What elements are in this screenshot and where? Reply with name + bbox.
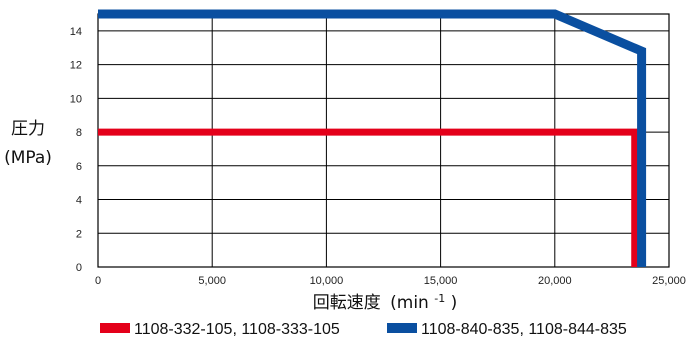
y-tick-labels: 0 2 4 6 8 10 12 14 [70,26,82,274]
x-tick-label: 5,000 [198,275,226,287]
x-axis-label-text: 回転速度 [313,293,381,313]
y-tick-label: 0 [76,262,82,274]
y-axis-label-line1: 圧力 [11,119,45,139]
x-axis-label-unit-prefix: (min [390,293,429,313]
grid [97,13,670,268]
x-tick-label: 25,000 [652,275,686,287]
x-tick-label: 15,000 [424,275,458,287]
x-tick-labels: 0 5,000 10,000 15,000 20,000 25,000 [95,275,686,287]
legend-label-series-0: 1108-332-105, 1108-333-105 [134,321,340,338]
series-line-0 [98,128,639,267]
y-tick-label: 14 [70,26,82,38]
x-tick-label: 10,000 [310,275,344,287]
legend-label-series-1: 1108-840-835, 1108-844-835 [421,321,627,338]
x-axis-label-unit-sup: -1 [434,292,445,305]
legend-swatch-series-1 [387,323,417,333]
plot-frame [97,13,670,268]
x-axis-label-unit-suffix: ) [451,293,458,313]
y-tick-label: 8 [76,127,82,139]
y-axis-label-line2: (MPa) [4,148,52,168]
y-tick-label: 12 [70,60,82,72]
y-tick-label: 10 [70,93,82,105]
y-tick-label: 2 [76,228,82,240]
series-line-1 [98,9,647,267]
x-axis-label: 回転速度 (min -1 ) [313,287,458,313]
series-lines [98,9,647,267]
y-tick-label: 6 [76,161,82,173]
x-tick-label: 20,000 [538,275,572,287]
y-tick-label: 4 [76,195,82,207]
legend: 1108-332-105, 1108-333-105 1108-840-835,… [100,321,627,338]
x-tick-label: 0 [95,275,101,287]
legend-swatch-series-0 [100,323,130,333]
